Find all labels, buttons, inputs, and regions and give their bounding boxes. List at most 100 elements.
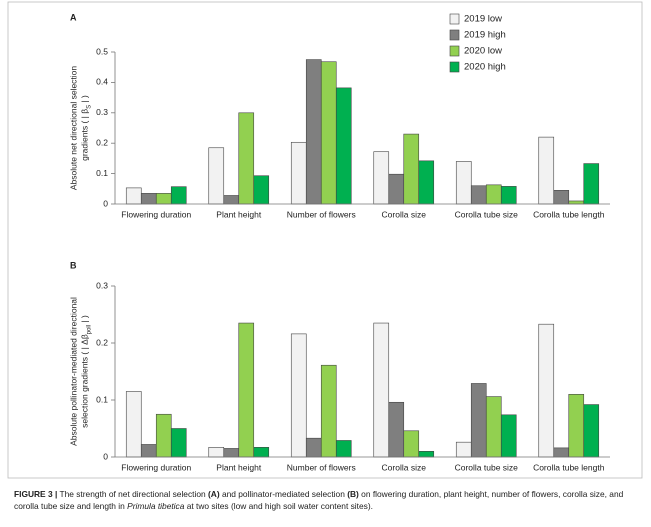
bar (418, 450, 435, 458)
caption-part: at two sites (low and high soil water co… (184, 501, 373, 511)
bar (125, 391, 142, 458)
y-axis-label-part: gradients ( | β (80, 109, 90, 161)
legend-label: 2019 low (464, 14, 502, 25)
y-tick-label: 0.3 (96, 107, 108, 117)
bar (140, 193, 157, 205)
bar (305, 437, 322, 458)
y-axis-label-part: Absolute pollinator-mediated directional (69, 297, 79, 446)
bar (305, 59, 322, 205)
caption-part: and pollinator-mediated selection (219, 489, 348, 499)
legend-label: 2020 high (464, 62, 506, 73)
y-tick-label: 0 (103, 198, 108, 208)
legend-label: 2020 low (464, 46, 502, 57)
y-tick-label: 0.3 (96, 280, 108, 290)
bar (553, 190, 570, 205)
bar (140, 444, 157, 458)
legend-label: 2019 high (464, 30, 506, 41)
legend-swatch (449, 61, 460, 73)
frame (7, 1, 643, 479)
bar (403, 430, 420, 458)
y-tick-label: 0.5 (96, 46, 108, 56)
bar (455, 441, 472, 458)
legend-swatch (449, 45, 460, 57)
y-tick-label: 0.4 (96, 77, 108, 87)
y-axis-label: selection gradients ( | Δβpoll | ) (80, 315, 92, 428)
bar (470, 383, 487, 458)
y-axis-label-part: | ) (80, 315, 90, 325)
y-axis-label-sub: poll (86, 325, 92, 334)
x-tick-label: Plant height (216, 462, 262, 472)
bar (500, 414, 517, 458)
y-tick-label: 0.1 (96, 394, 108, 404)
bar (373, 151, 390, 205)
y-axis-label: Absolute pollinator-mediated directional (69, 297, 79, 446)
bar (170, 428, 187, 458)
x-tick-label: Corolla size (382, 462, 427, 472)
x-tick-label: Number of flowers (287, 209, 356, 219)
bar (388, 173, 405, 205)
bar (470, 185, 487, 205)
bar (403, 133, 420, 205)
bar (170, 186, 187, 205)
figure: A Absolute net directional selection gradi… (7, 1, 643, 479)
bar (568, 200, 585, 205)
x-tick-label: Corolla tube length (533, 209, 605, 219)
caption-part: The strength of net directional selectio… (57, 489, 208, 499)
bar (335, 87, 352, 205)
bar (485, 396, 502, 458)
bar (155, 413, 172, 458)
bar (320, 364, 337, 458)
x-tick-label: Corolla tube length (533, 462, 605, 472)
y-tick-label: 0 (103, 451, 108, 461)
bar (373, 322, 390, 458)
x-tick-label: Corolla tube size (455, 209, 519, 219)
bar (500, 186, 517, 205)
y-axis-label-part: | ) (80, 95, 90, 105)
bar (485, 184, 502, 205)
bar (253, 175, 270, 205)
bar (568, 393, 585, 458)
x-tick-label: Corolla tube size (455, 462, 519, 472)
bar (538, 136, 555, 205)
bar (290, 333, 307, 458)
bar (583, 404, 600, 458)
bar (208, 447, 225, 458)
legend-swatch (449, 29, 460, 41)
bar (320, 61, 337, 205)
caption: FIGURE 3 | The strength of net direction… (14, 488, 639, 512)
panel-label: A (70, 12, 77, 22)
y-axis-label-part: Absolute net directional selection (69, 66, 79, 191)
x-tick-label: Number of flowers (287, 462, 356, 472)
bar (223, 448, 240, 458)
y-axis-label: Absolute net directional selection (69, 66, 79, 191)
x-tick-label: Flowering duration (121, 209, 191, 219)
y-axis-label: gradients ( | βS | ) (80, 95, 92, 161)
bar (583, 163, 600, 205)
x-tick-label: Corolla size (382, 209, 427, 219)
caption-part: FIGURE 3 | (14, 489, 58, 499)
caption-part: on flowering duration, plant height, num… (14, 489, 624, 511)
bar (388, 401, 405, 458)
y-axis-label-sub: S (86, 105, 92, 109)
y-tick-label: 0.2 (96, 337, 108, 347)
bar (455, 161, 472, 205)
caption-part: Primula tibetica (127, 501, 185, 511)
bar (223, 195, 240, 205)
y-tick-label: 0.1 (96, 168, 108, 178)
caption-part: (A) (207, 489, 220, 499)
x-tick-label: Plant height (216, 209, 262, 219)
y-axis-label-part: selection gradients ( | Δβ (80, 334, 90, 428)
bar (208, 147, 225, 205)
caption-part: (B) (347, 489, 359, 499)
bar (290, 141, 307, 205)
bar (253, 447, 270, 458)
bar (155, 193, 172, 205)
bar (335, 440, 352, 458)
bar (238, 112, 255, 205)
bar (238, 322, 255, 458)
legend-swatch (449, 13, 460, 25)
bar (418, 160, 435, 205)
y-tick-label: 0.2 (96, 137, 108, 147)
bar (553, 447, 570, 458)
